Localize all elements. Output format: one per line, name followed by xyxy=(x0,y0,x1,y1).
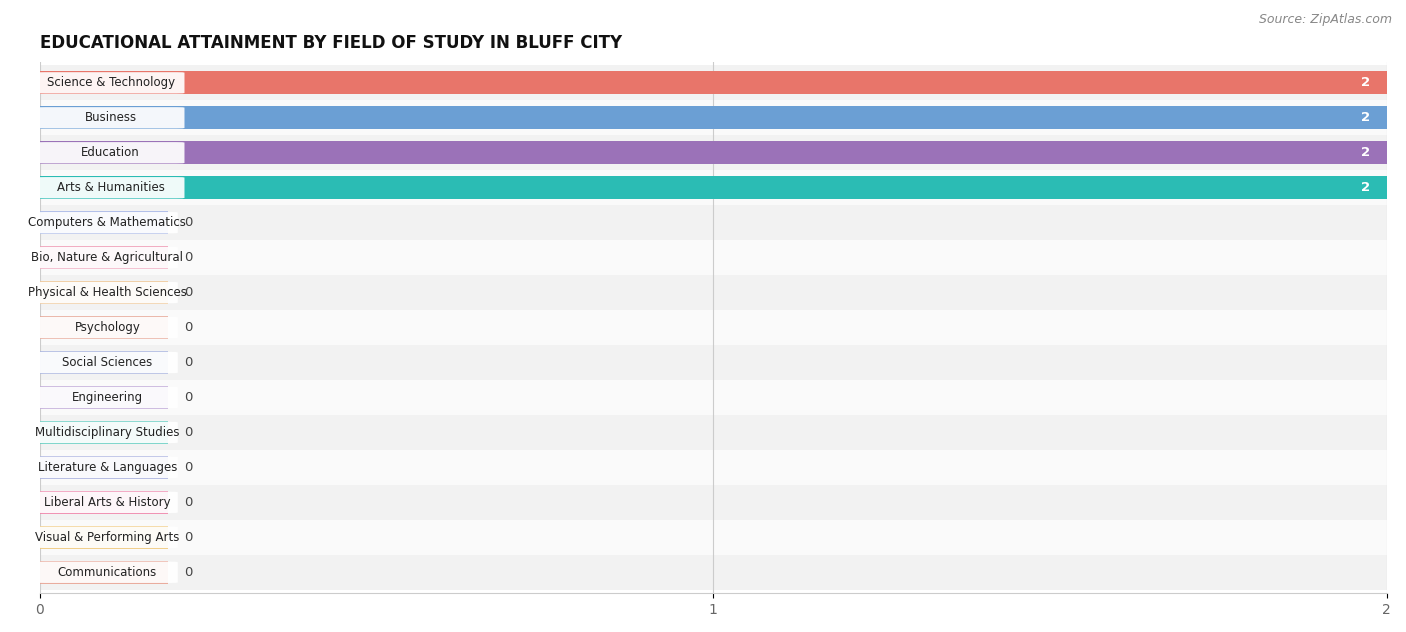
Text: 0: 0 xyxy=(184,321,193,334)
Text: Liberal Arts & History: Liberal Arts & History xyxy=(44,496,170,509)
Bar xyxy=(0,135,1406,170)
FancyBboxPatch shape xyxy=(37,492,177,513)
FancyBboxPatch shape xyxy=(37,317,177,338)
FancyBboxPatch shape xyxy=(37,247,177,269)
Text: 0: 0 xyxy=(184,216,193,229)
Bar xyxy=(0,485,1406,520)
Text: Source: ZipAtlas.com: Source: ZipAtlas.com xyxy=(1258,13,1392,26)
FancyBboxPatch shape xyxy=(37,457,177,478)
Text: Visual & Performing Arts: Visual & Performing Arts xyxy=(35,531,180,544)
FancyBboxPatch shape xyxy=(37,352,177,373)
Text: 2: 2 xyxy=(1361,181,1369,194)
Text: Engineering: Engineering xyxy=(72,391,143,404)
FancyBboxPatch shape xyxy=(37,142,184,164)
Text: 0: 0 xyxy=(184,461,193,474)
FancyBboxPatch shape xyxy=(37,107,184,128)
Bar xyxy=(0,100,1406,135)
FancyBboxPatch shape xyxy=(37,72,184,94)
Text: Education: Education xyxy=(82,146,141,159)
Text: Business: Business xyxy=(84,111,136,125)
Text: 0: 0 xyxy=(184,426,193,439)
Bar xyxy=(0,65,1406,100)
Bar xyxy=(39,421,167,444)
Bar xyxy=(39,351,167,374)
Text: 0: 0 xyxy=(184,391,193,404)
Text: Literature & Languages: Literature & Languages xyxy=(38,461,177,474)
FancyBboxPatch shape xyxy=(37,387,177,408)
FancyBboxPatch shape xyxy=(37,562,177,583)
Bar xyxy=(0,240,1406,275)
Bar xyxy=(0,310,1406,345)
Bar xyxy=(0,555,1406,590)
Text: 2: 2 xyxy=(1361,146,1369,159)
Bar xyxy=(39,211,167,234)
Bar xyxy=(39,176,1386,199)
Bar xyxy=(0,205,1406,240)
Text: Arts & Humanities: Arts & Humanities xyxy=(56,181,165,194)
Bar xyxy=(39,281,167,304)
Text: Physical & Health Sciences: Physical & Health Sciences xyxy=(28,286,187,299)
Bar xyxy=(39,456,167,479)
Text: Bio, Nature & Agricultural: Bio, Nature & Agricultural xyxy=(31,251,183,264)
Bar xyxy=(0,170,1406,205)
Bar xyxy=(39,526,167,549)
FancyBboxPatch shape xyxy=(37,282,177,303)
Bar xyxy=(0,345,1406,380)
Text: 0: 0 xyxy=(184,356,193,369)
Text: Communications: Communications xyxy=(58,566,157,579)
Bar xyxy=(39,561,167,584)
Bar xyxy=(39,491,167,514)
Bar xyxy=(0,275,1406,310)
Text: Psychology: Psychology xyxy=(75,321,141,334)
Bar xyxy=(0,520,1406,555)
Bar xyxy=(39,316,167,339)
FancyBboxPatch shape xyxy=(37,177,184,198)
Text: 0: 0 xyxy=(184,531,193,544)
Text: 0: 0 xyxy=(184,251,193,264)
Text: Computers & Mathematics: Computers & Mathematics xyxy=(28,216,187,229)
Bar xyxy=(39,106,1386,129)
FancyBboxPatch shape xyxy=(37,212,177,233)
Text: 2: 2 xyxy=(1361,111,1369,125)
Bar xyxy=(39,142,1386,164)
Bar xyxy=(39,246,167,269)
Bar xyxy=(39,386,167,409)
Bar xyxy=(0,450,1406,485)
Bar xyxy=(0,415,1406,450)
Text: Science & Technology: Science & Technology xyxy=(46,76,174,89)
Text: EDUCATIONAL ATTAINMENT BY FIELD OF STUDY IN BLUFF CITY: EDUCATIONAL ATTAINMENT BY FIELD OF STUDY… xyxy=(39,34,621,52)
FancyBboxPatch shape xyxy=(37,526,177,548)
Text: 2: 2 xyxy=(1361,76,1369,89)
Text: 0: 0 xyxy=(184,496,193,509)
Bar xyxy=(39,71,1386,94)
Bar xyxy=(0,380,1406,415)
Text: Multidisciplinary Studies: Multidisciplinary Studies xyxy=(35,426,180,439)
FancyBboxPatch shape xyxy=(37,422,177,443)
Text: Social Sciences: Social Sciences xyxy=(62,356,152,369)
Text: 0: 0 xyxy=(184,566,193,579)
Text: 0: 0 xyxy=(184,286,193,299)
